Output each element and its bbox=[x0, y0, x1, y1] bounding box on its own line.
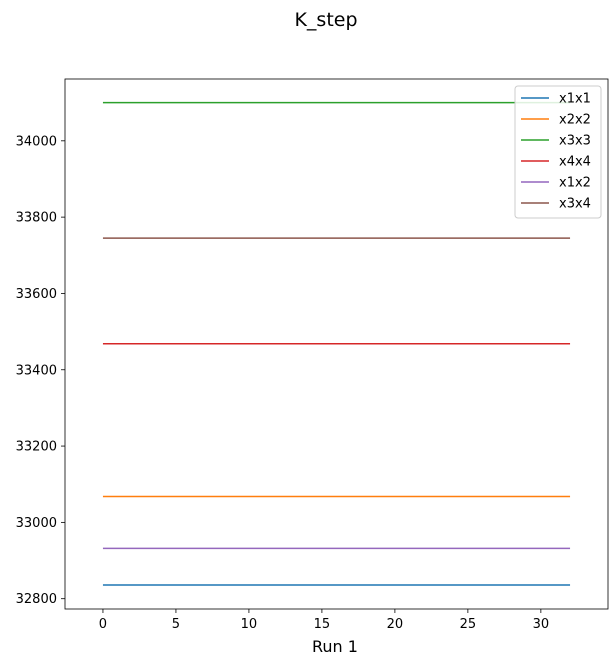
plot-frame bbox=[64, 78, 609, 610]
x-tick-label: 0 bbox=[99, 617, 107, 632]
axes-layer: 0 5 10 15 20 25 30 32800 33000 33200 33400 33600 338… bbox=[16, 78, 609, 632]
y-tick-label: 32800 bbox=[16, 592, 57, 607]
legend-label-x2x2: x2x2 bbox=[559, 113, 591, 128]
x-tick-label: 30 bbox=[533, 617, 550, 632]
x-axis-label: Run 1 bbox=[312, 637, 358, 656]
x-tick-label: 15 bbox=[314, 617, 331, 632]
legend: x1x1 x2x2 x3x3 x4x4 x1x2 x3x4 bbox=[514, 85, 602, 219]
y-tick-label: 33800 bbox=[16, 211, 57, 226]
legend-label-x1x2: x1x2 bbox=[559, 176, 591, 191]
x-tick-label: 5 bbox=[172, 617, 180, 632]
legend-label-x3x4: x3x4 bbox=[559, 197, 591, 212]
legend-label-x4x4: x4x4 bbox=[559, 155, 591, 170]
y-tick-label: 33600 bbox=[16, 287, 57, 302]
legend-label-x3x3: x3x3 bbox=[559, 134, 591, 149]
y-tick-label: 33000 bbox=[16, 516, 57, 531]
legend-label-x1x1: x1x1 bbox=[559, 92, 591, 107]
x-tick-label: 10 bbox=[241, 617, 258, 632]
y-tick-label: 33200 bbox=[16, 440, 57, 455]
chart-title: K_step bbox=[294, 9, 357, 31]
x-tick-label: 25 bbox=[460, 617, 477, 632]
x-tick-label: 20 bbox=[387, 617, 404, 632]
series-layer bbox=[102, 101, 571, 586]
y-tick-label: 34000 bbox=[16, 134, 57, 149]
y-tick-label: 33400 bbox=[16, 363, 57, 378]
